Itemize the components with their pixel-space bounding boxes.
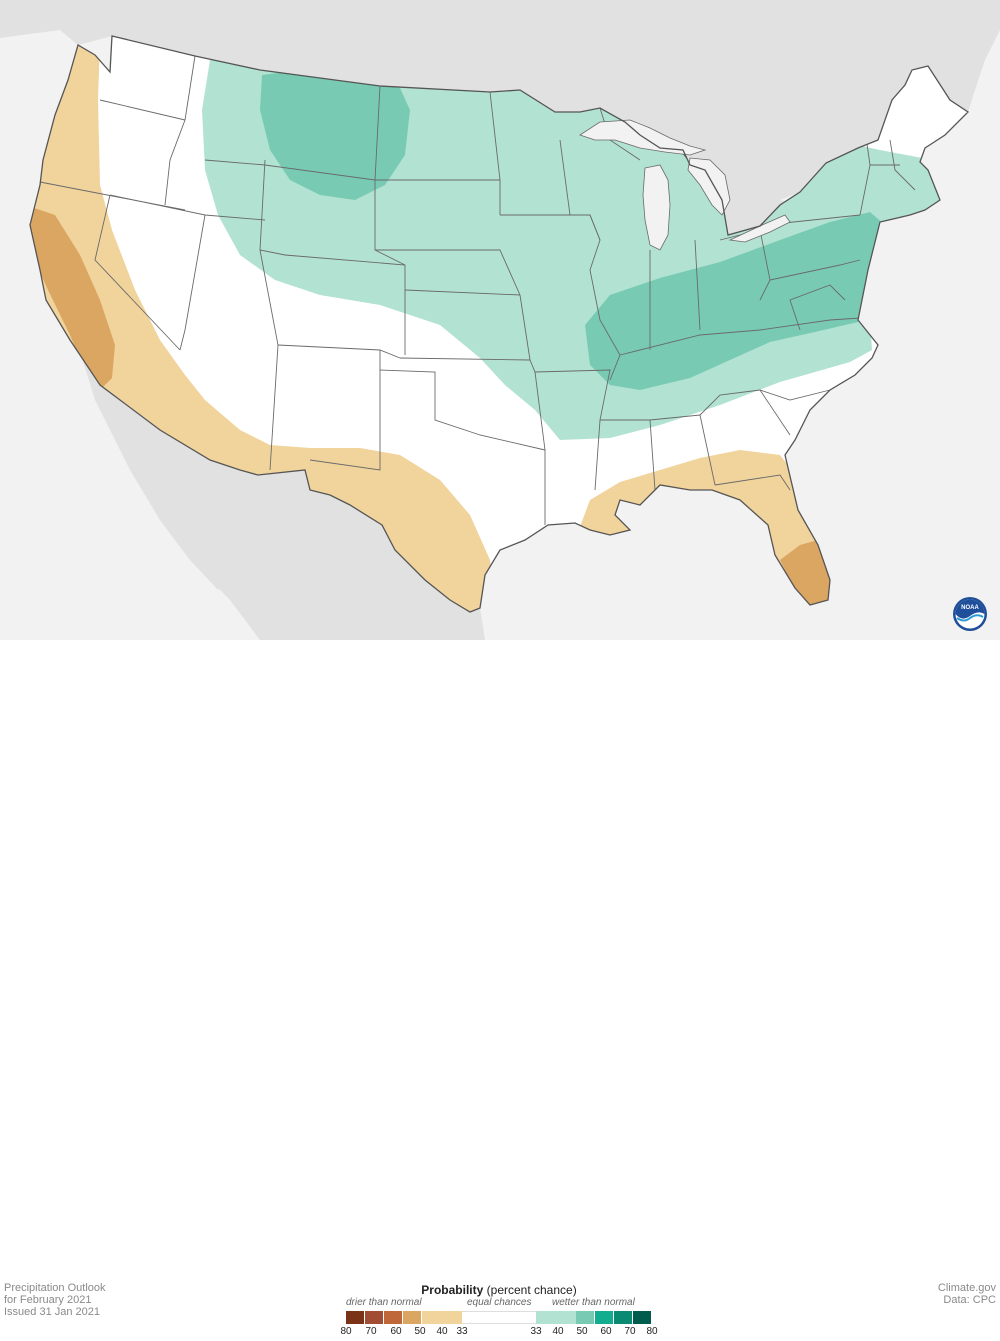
legend-wetter-label: wetter than normal (552, 1297, 635, 1308)
legend-tick: 60 (600, 1326, 612, 1337)
legend-title-bold: Probability (421, 1283, 484, 1297)
credit-site: Climate.gov (937, 1282, 996, 1294)
legend-tick: 60 (390, 1326, 402, 1337)
wet-zone-40-50-north (260, 70, 410, 200)
probability-legend: Probability (percent chance) drier than … (334, 1283, 664, 1341)
legend-swatches (334, 1311, 664, 1324)
credit-block: Climate.gov Data: CPC (938, 1282, 996, 1306)
legend-tick: 40 (436, 1326, 448, 1337)
swatch-equal (462, 1311, 536, 1324)
swatch-dry-60 (384, 1311, 402, 1324)
swatch-wet-60 (595, 1311, 613, 1324)
legend-ticks: 80 70 60 50 40 33 33 40 50 60 70 80 (334, 1326, 664, 1338)
noaa-logo-sky (955, 599, 985, 619)
legend-title-rest: (percent chance) (483, 1283, 577, 1297)
legend-tick: 70 (365, 1326, 377, 1337)
legend-tick: 33 (530, 1326, 542, 1337)
outlook-issued: Issued 31 Jan 2021 (4, 1306, 101, 1318)
swatch-dry-50 (403, 1311, 421, 1324)
swatch-wet-80 (633, 1311, 651, 1324)
legend-tick: 80 (646, 1326, 658, 1337)
footer: Precipitation Outlook for February 2021 … (0, 640, 1000, 1337)
legend-title: Probability (percent chance) (334, 1283, 664, 1297)
outlook-title: Precipitation Outlook (4, 1282, 106, 1294)
swatch-wet-70 (614, 1311, 632, 1324)
baja-peninsula (115, 410, 225, 590)
noaa-logo-wave (956, 614, 984, 622)
legend-tick: 70 (624, 1326, 636, 1337)
legend-equal-label: equal chances (467, 1297, 532, 1308)
lake-michigan (642, 164, 671, 251)
swatch-dry-40 (422, 1311, 462, 1324)
swatch-wet-50 (576, 1311, 594, 1324)
lake-huron (687, 157, 731, 216)
state-borders (39, 55, 916, 525)
outlook-period: for February 2021 (4, 1294, 92, 1306)
swatch-dry-70 (365, 1311, 383, 1324)
dry-zone-south-florida-40 (780, 540, 832, 610)
swatch-dry-80 (346, 1311, 364, 1324)
wet-zone-40-50-east (585, 212, 885, 390)
precipitation-outlook-map (0, 0, 1000, 640)
legend-tick: 50 (414, 1326, 426, 1337)
us-outline (29, 35, 970, 613)
swatch-wet-40 (536, 1311, 576, 1324)
mexico-landmass (82, 358, 485, 640)
outlook-title-block: Precipitation Outlook for February 2021 … (4, 1282, 106, 1318)
legend-drier-label: drier than normal (346, 1297, 422, 1308)
legend-tick: 80 (340, 1326, 352, 1337)
noaa-logo-text: NOAA (961, 605, 979, 611)
legend-tick: 50 (576, 1326, 588, 1337)
credit-data-source: Data: CPC (943, 1294, 996, 1306)
lake-superior (579, 119, 707, 156)
dry-zone-california-40 (30, 205, 115, 390)
noaa-logo: NOAA (953, 597, 987, 631)
canada-landmass (0, 0, 1000, 235)
legend-tick: 40 (552, 1326, 564, 1337)
legend-tick: 33 (456, 1326, 468, 1337)
